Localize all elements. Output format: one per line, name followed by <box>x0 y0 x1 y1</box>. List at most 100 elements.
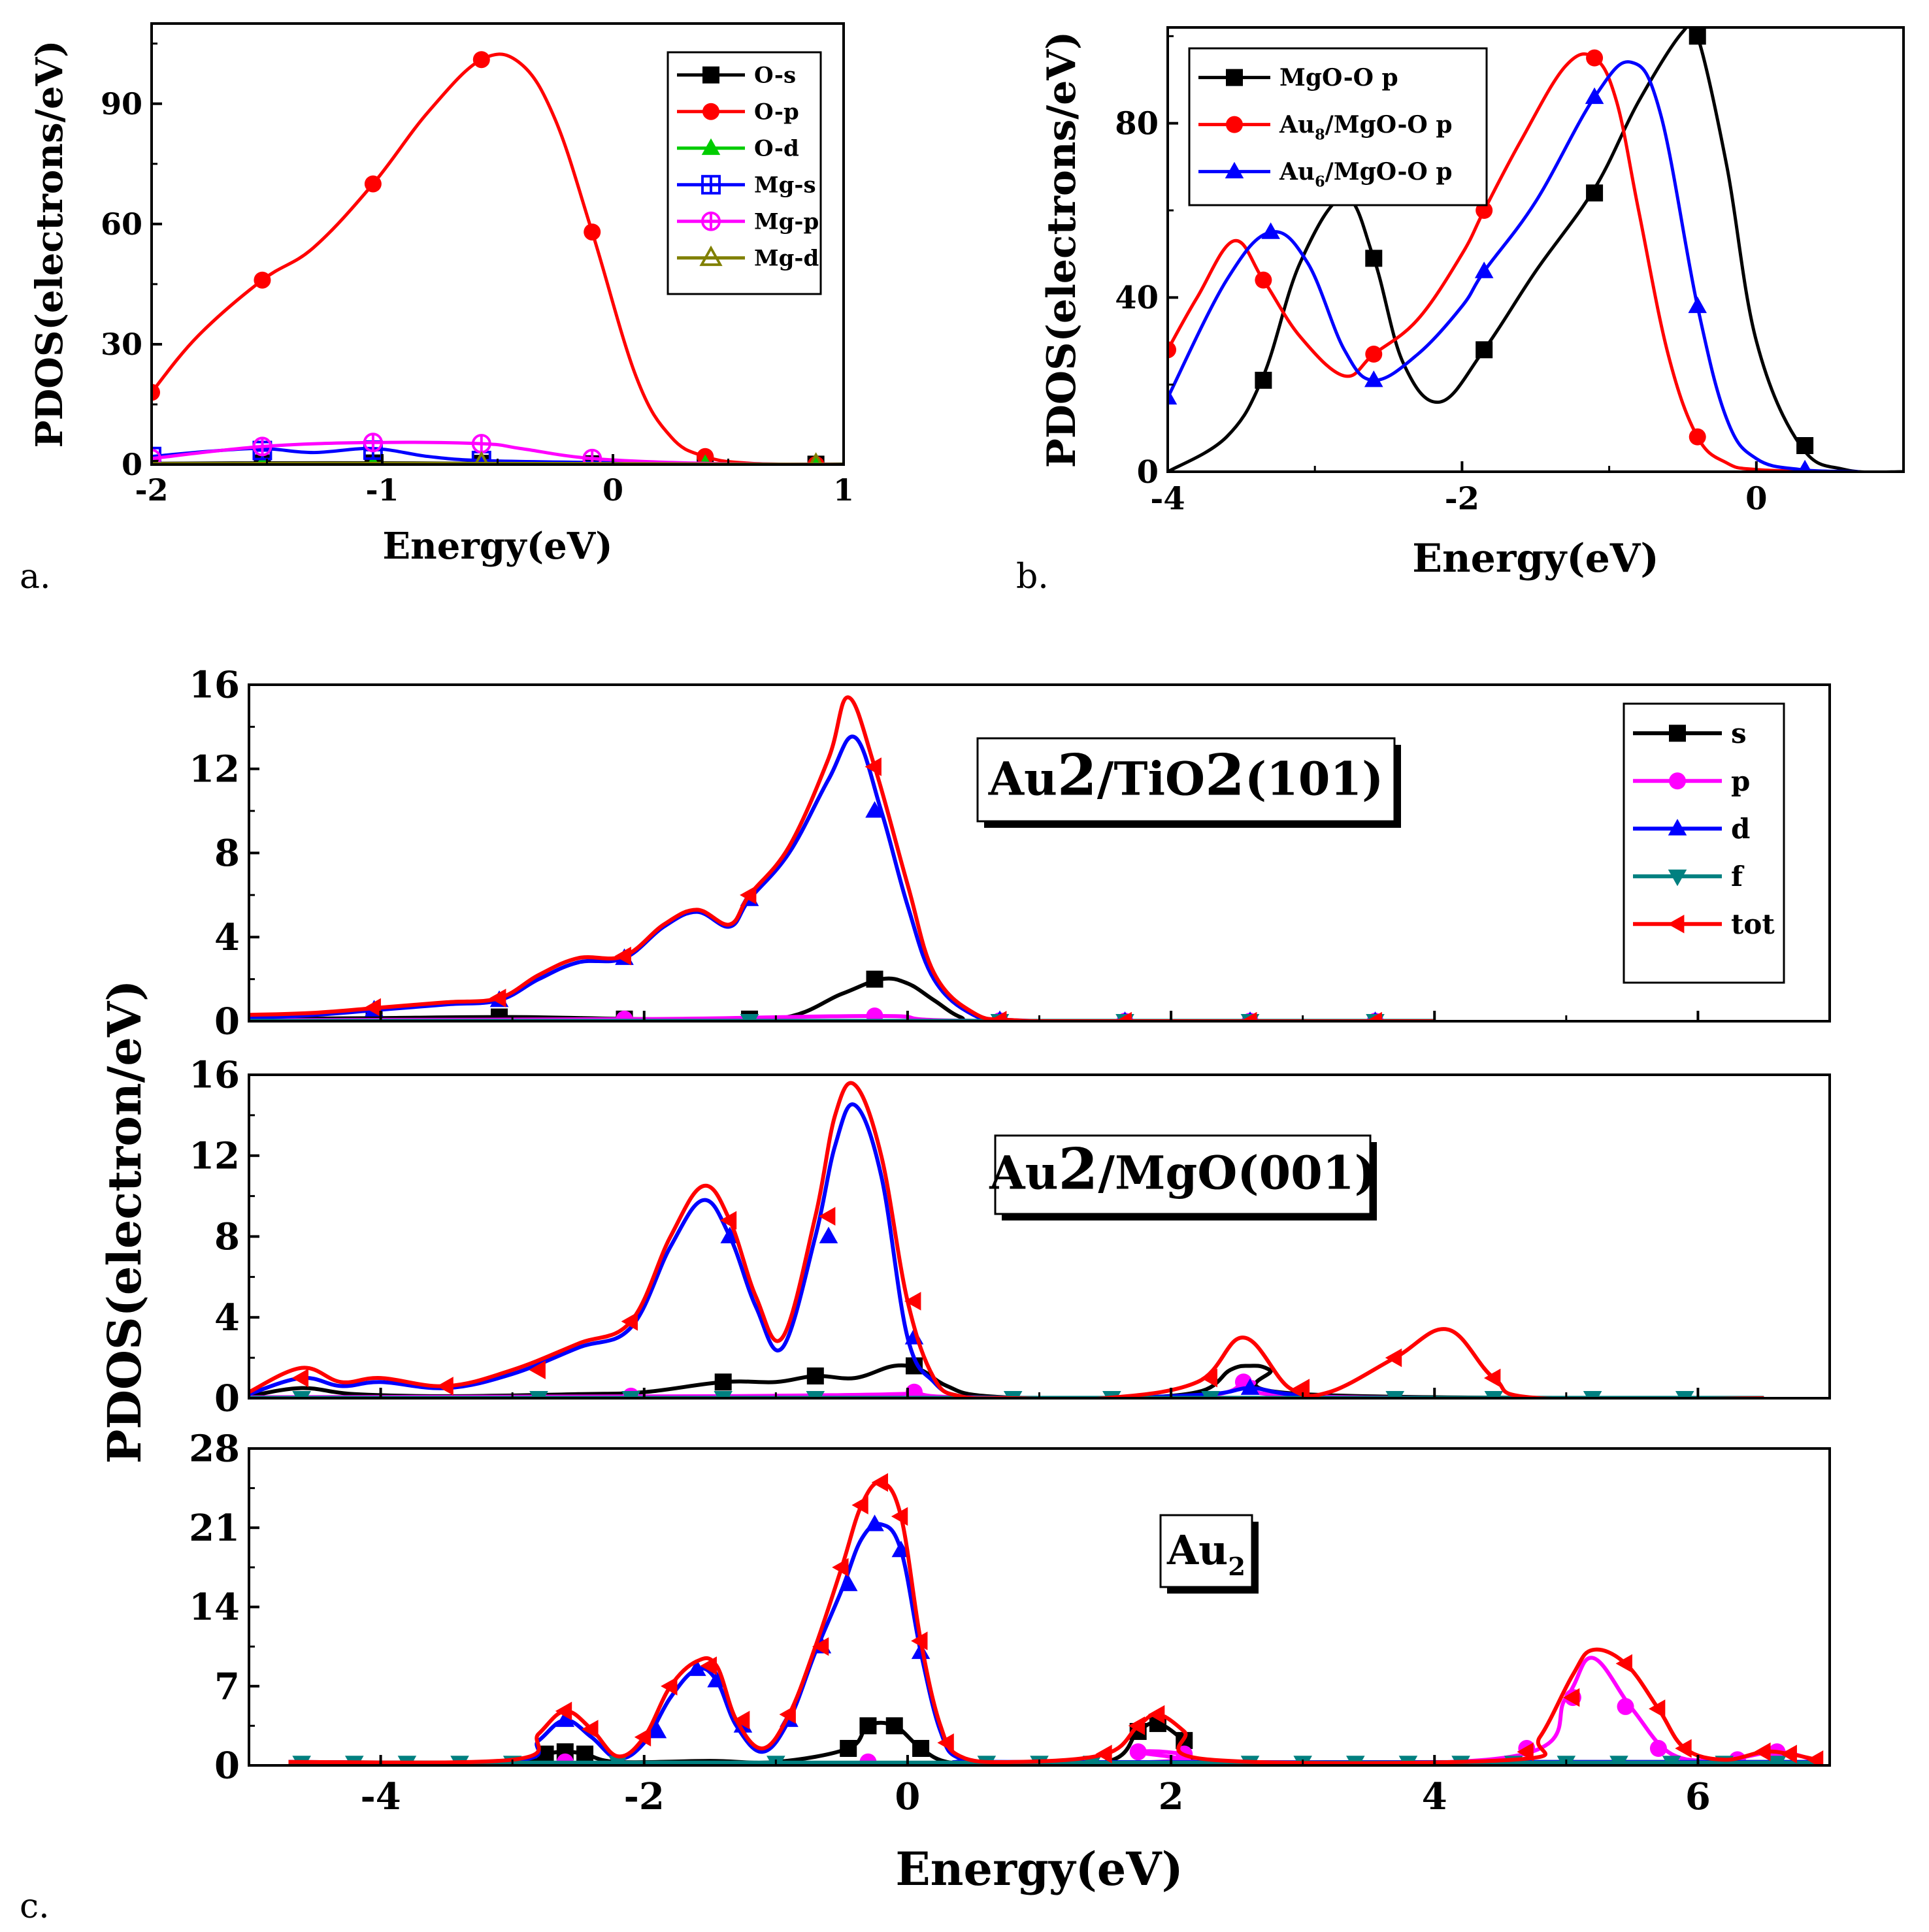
point-Mg-p <box>152 448 161 465</box>
y-axis-label: PDOS(electron/eV) <box>97 980 152 1464</box>
point-d <box>555 1710 575 1727</box>
legend-marker <box>1226 116 1243 133</box>
series-c1-tot <box>249 695 1435 1021</box>
point-f <box>1675 1390 1694 1398</box>
y-tick-label: 8 <box>214 832 240 875</box>
series-c2-d <box>249 1102 1764 1398</box>
legend-marker <box>1668 869 1687 887</box>
legend-label: Au6/MgO-O p <box>1279 158 1453 190</box>
point-s <box>714 1373 732 1391</box>
point-d <box>648 1722 667 1739</box>
inset-title-c3: Au2 <box>1159 1514 1259 1594</box>
point-tot <box>291 1368 309 1388</box>
point-d <box>838 1574 858 1592</box>
point-f <box>714 1390 733 1398</box>
point-p <box>1617 1697 1634 1715</box>
x-tick-label: -2 <box>135 472 168 508</box>
point-Mg-d <box>808 452 823 465</box>
point-Mg-p <box>252 436 272 457</box>
panel-label-a: a. <box>20 557 51 597</box>
point-s <box>866 970 883 988</box>
y-tick-label: 90 <box>101 86 142 122</box>
point-tot <box>1675 1739 1692 1758</box>
x-tick-label: 0 <box>895 1775 920 1818</box>
title-box <box>976 737 1396 823</box>
y-tick-label: 21 <box>189 1507 240 1550</box>
x-tick-label: 0 <box>1745 481 1767 517</box>
point-tot <box>661 1677 678 1696</box>
line-MgO-O p <box>1168 27 1904 472</box>
point-MgO-O p <box>1365 250 1383 267</box>
point-Mg-p <box>471 434 491 454</box>
point-Mg-p <box>363 433 383 453</box>
point-d <box>707 1671 726 1688</box>
legend-label: tot <box>1731 908 1775 940</box>
point-f <box>621 1390 640 1398</box>
point-s <box>840 1740 857 1758</box>
legend-label: Mg-p <box>754 209 819 235</box>
panel-label-c: c. <box>20 1887 50 1926</box>
point-s <box>859 1717 877 1735</box>
point-tot <box>1293 1379 1310 1398</box>
point-d <box>865 801 884 818</box>
point-tot <box>812 1637 829 1656</box>
point-tot <box>1147 1705 1165 1724</box>
point-f <box>1583 1390 1602 1398</box>
point-tot <box>364 998 381 1017</box>
y-axis-label: PDOS(electrons/eV) <box>28 40 71 448</box>
chart-a: 0 30 60 90 -2 -1 0 1 Energy(eV) PDOS(electrons/eV… <box>28 22 854 568</box>
point-f <box>1609 1756 1628 1765</box>
legend-box <box>1623 702 1785 984</box>
point-s <box>806 1367 824 1384</box>
point-Au8/MgO-O p <box>1168 341 1176 359</box>
point-tot <box>865 757 882 776</box>
point-Au8/MgO-O p <box>1255 271 1272 289</box>
point-tot <box>614 946 631 966</box>
legend-label: s <box>1731 717 1747 749</box>
point-O-p <box>254 271 271 289</box>
y-tick-label: 16 <box>189 664 240 707</box>
chart-c2: 0 4 8 12 16 Au2/MgO(001) <box>189 1054 1831 1420</box>
point-s <box>576 1745 594 1763</box>
x-tick-label: 1 <box>833 472 854 508</box>
point-tot <box>634 1727 651 1746</box>
point-Au6/MgO-O p <box>1688 296 1707 314</box>
point-Au6/MgO-O p <box>1364 370 1383 387</box>
point-f <box>1201 1390 1220 1398</box>
point-Au6/MgO-O p <box>1798 459 1812 472</box>
series-b-Au6/MgO-O p <box>1168 60 1860 472</box>
point-tot <box>719 1211 737 1230</box>
y-tick-label: 4 <box>214 1296 240 1339</box>
point-tot <box>990 1011 1007 1021</box>
point-Au6/MgO-O p <box>1474 261 1494 278</box>
series-c2-tot <box>249 1081 1764 1398</box>
legend-label: O-s <box>754 63 796 89</box>
series-b-MgO-O p <box>1168 27 1904 472</box>
panel-label-b: b. <box>1016 557 1049 597</box>
x-axis-label: Energy(eV) <box>1412 536 1658 581</box>
x-axis-label: Energy(eV) <box>895 1842 1183 1896</box>
y-tick-label: 0 <box>1137 454 1159 491</box>
point-tot <box>819 1207 836 1226</box>
legend-marker <box>702 66 719 84</box>
point-f <box>292 1390 311 1398</box>
legend-marker <box>1668 819 1687 836</box>
point-tot <box>851 1496 868 1514</box>
point-d <box>819 1226 838 1243</box>
point-MgO-O p <box>1586 184 1604 202</box>
legend-label: Mg-s <box>754 172 816 199</box>
y-tick-label: 0 <box>214 1377 240 1420</box>
plot-frame-b <box>1166 26 1905 473</box>
legend-marker <box>701 211 721 231</box>
point-tot <box>1754 1742 1771 1761</box>
point-MgO-O p <box>1796 437 1814 454</box>
legend-box <box>667 51 822 295</box>
x-tick-label: -4 <box>1150 481 1185 517</box>
legend-marker <box>701 138 721 156</box>
series-c3-tot <box>288 1473 1824 1765</box>
chart-c3: 0 7 14 21 28 -4 -2 0 2 4 6 Energy(eV) Au2 <box>189 1428 1831 1896</box>
point-tot <box>1562 1688 1580 1707</box>
